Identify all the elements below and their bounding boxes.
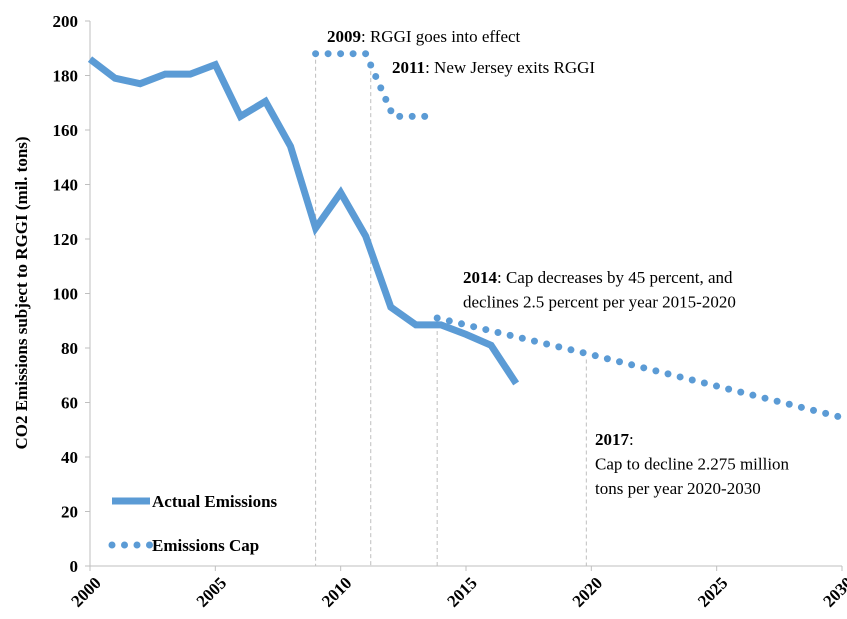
annotation-text: : RGGI goes into effect bbox=[361, 27, 521, 46]
x-tick-label: 2005 bbox=[193, 573, 230, 610]
legend-label: Emissions Cap bbox=[152, 536, 259, 555]
annotation: 2017: bbox=[595, 430, 634, 449]
y-tick-label: 180 bbox=[53, 67, 79, 86]
annotation-text: Cap to decline 2.275 million bbox=[595, 455, 790, 474]
annotation-year: 2009 bbox=[327, 27, 361, 46]
y-axis-label: CO2 Emissions subject to RGGI (mil. tons… bbox=[12, 136, 31, 449]
y-tick-label: 80 bbox=[61, 339, 78, 358]
y-tick-label: 160 bbox=[53, 121, 79, 140]
y-tick-label: 200 bbox=[53, 12, 79, 31]
annotation-text: tons per year 2020-2030 bbox=[595, 479, 761, 498]
annotation-year: 2011 bbox=[392, 58, 425, 77]
annotation-year: 2014 bbox=[463, 268, 498, 287]
y-tick-label: 20 bbox=[61, 503, 78, 522]
series-line bbox=[312, 50, 846, 421]
annotation-year: 2017 bbox=[595, 430, 630, 449]
x-tick-label: 2010 bbox=[318, 573, 355, 610]
annotation-text: : bbox=[629, 430, 634, 449]
annotation: 2009: RGGI goes into effect bbox=[327, 27, 521, 46]
x-tick-label: 2015 bbox=[443, 573, 480, 610]
y-tick-label: 140 bbox=[53, 176, 79, 195]
x-tick-label: 2030 bbox=[819, 573, 847, 610]
x-tick-label: 2020 bbox=[569, 573, 606, 610]
y-tick-label: 40 bbox=[61, 448, 78, 467]
y-tick-label: 120 bbox=[53, 230, 79, 249]
annotation: 2011: New Jersey exits RGGI bbox=[392, 58, 595, 77]
series-line bbox=[87, 56, 520, 386]
y-tick-label: 100 bbox=[53, 285, 79, 304]
annotation: 2014: Cap decreases by 45 percent, and bbox=[463, 268, 733, 287]
y-tick-label: 60 bbox=[61, 394, 78, 413]
annotation-text: : Cap decreases by 45 percent, and bbox=[497, 268, 733, 287]
x-tick-label: 2025 bbox=[694, 573, 731, 610]
x-tick-label: 2000 bbox=[67, 573, 104, 610]
annotation-text: declines 2.5 percent per year 2015-2020 bbox=[463, 293, 736, 312]
annotation-text: : New Jersey exits RGGI bbox=[425, 58, 595, 77]
y-tick-label: 0 bbox=[70, 557, 79, 576]
legend-label: Actual Emissions bbox=[152, 492, 278, 511]
